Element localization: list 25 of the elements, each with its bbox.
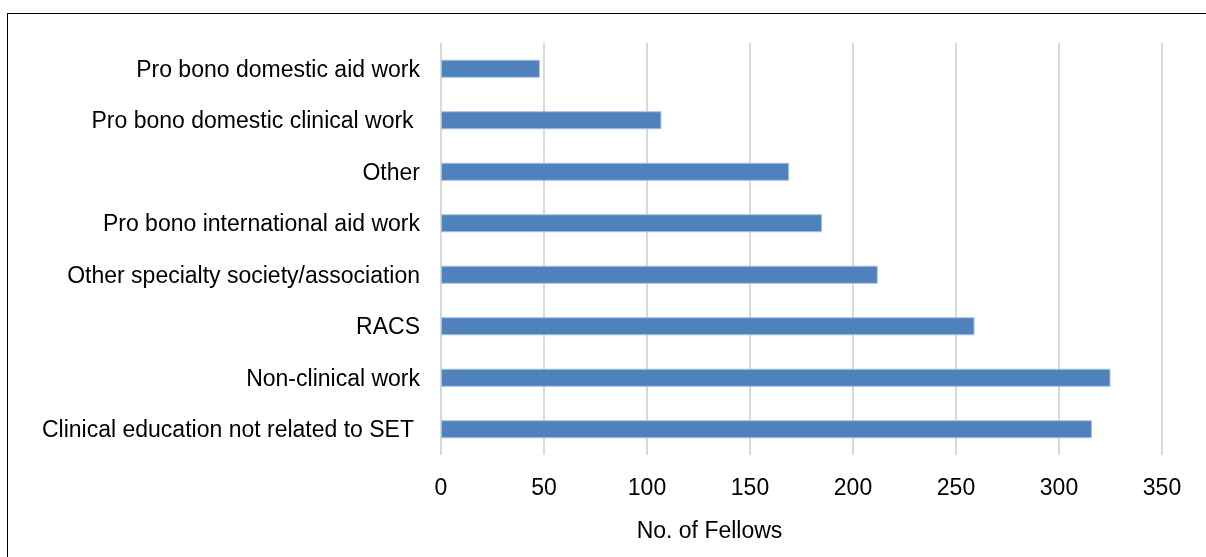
y-tick-label: Pro bono domestic clinical work xyxy=(91,107,420,134)
bar xyxy=(441,111,662,130)
y-tick-label: Non-clinical work xyxy=(246,364,421,391)
y-tick-label: Pro bono international aid work xyxy=(102,210,421,237)
bar xyxy=(441,214,823,233)
y-tick-label: RACS xyxy=(356,313,420,340)
x-tick-label: 250 xyxy=(936,473,976,500)
y-tick-label: Pro bono domestic aid work xyxy=(136,55,421,82)
bar xyxy=(441,59,540,78)
x-tick-label: 200 xyxy=(833,473,873,500)
x-tick-label: 300 xyxy=(1039,473,1079,500)
y-tick-label: Other xyxy=(362,158,421,185)
y-tick-label: Other specialty society/association xyxy=(67,261,420,288)
x-tick-label: 150 xyxy=(730,473,770,500)
y-tick-label: Clinical education not related to SET xyxy=(41,416,420,443)
x-tick-label: 0 xyxy=(434,473,448,500)
x-tick-label: 50 xyxy=(531,473,557,500)
x-tick-label: 350 xyxy=(1142,473,1182,500)
bar xyxy=(441,368,1111,387)
x-tick-label: 100 xyxy=(627,473,667,500)
x-axis-title: No. of Fellows xyxy=(636,516,783,543)
bar xyxy=(441,162,790,181)
bar xyxy=(441,265,878,284)
bar xyxy=(441,317,975,336)
bar xyxy=(441,420,1092,439)
